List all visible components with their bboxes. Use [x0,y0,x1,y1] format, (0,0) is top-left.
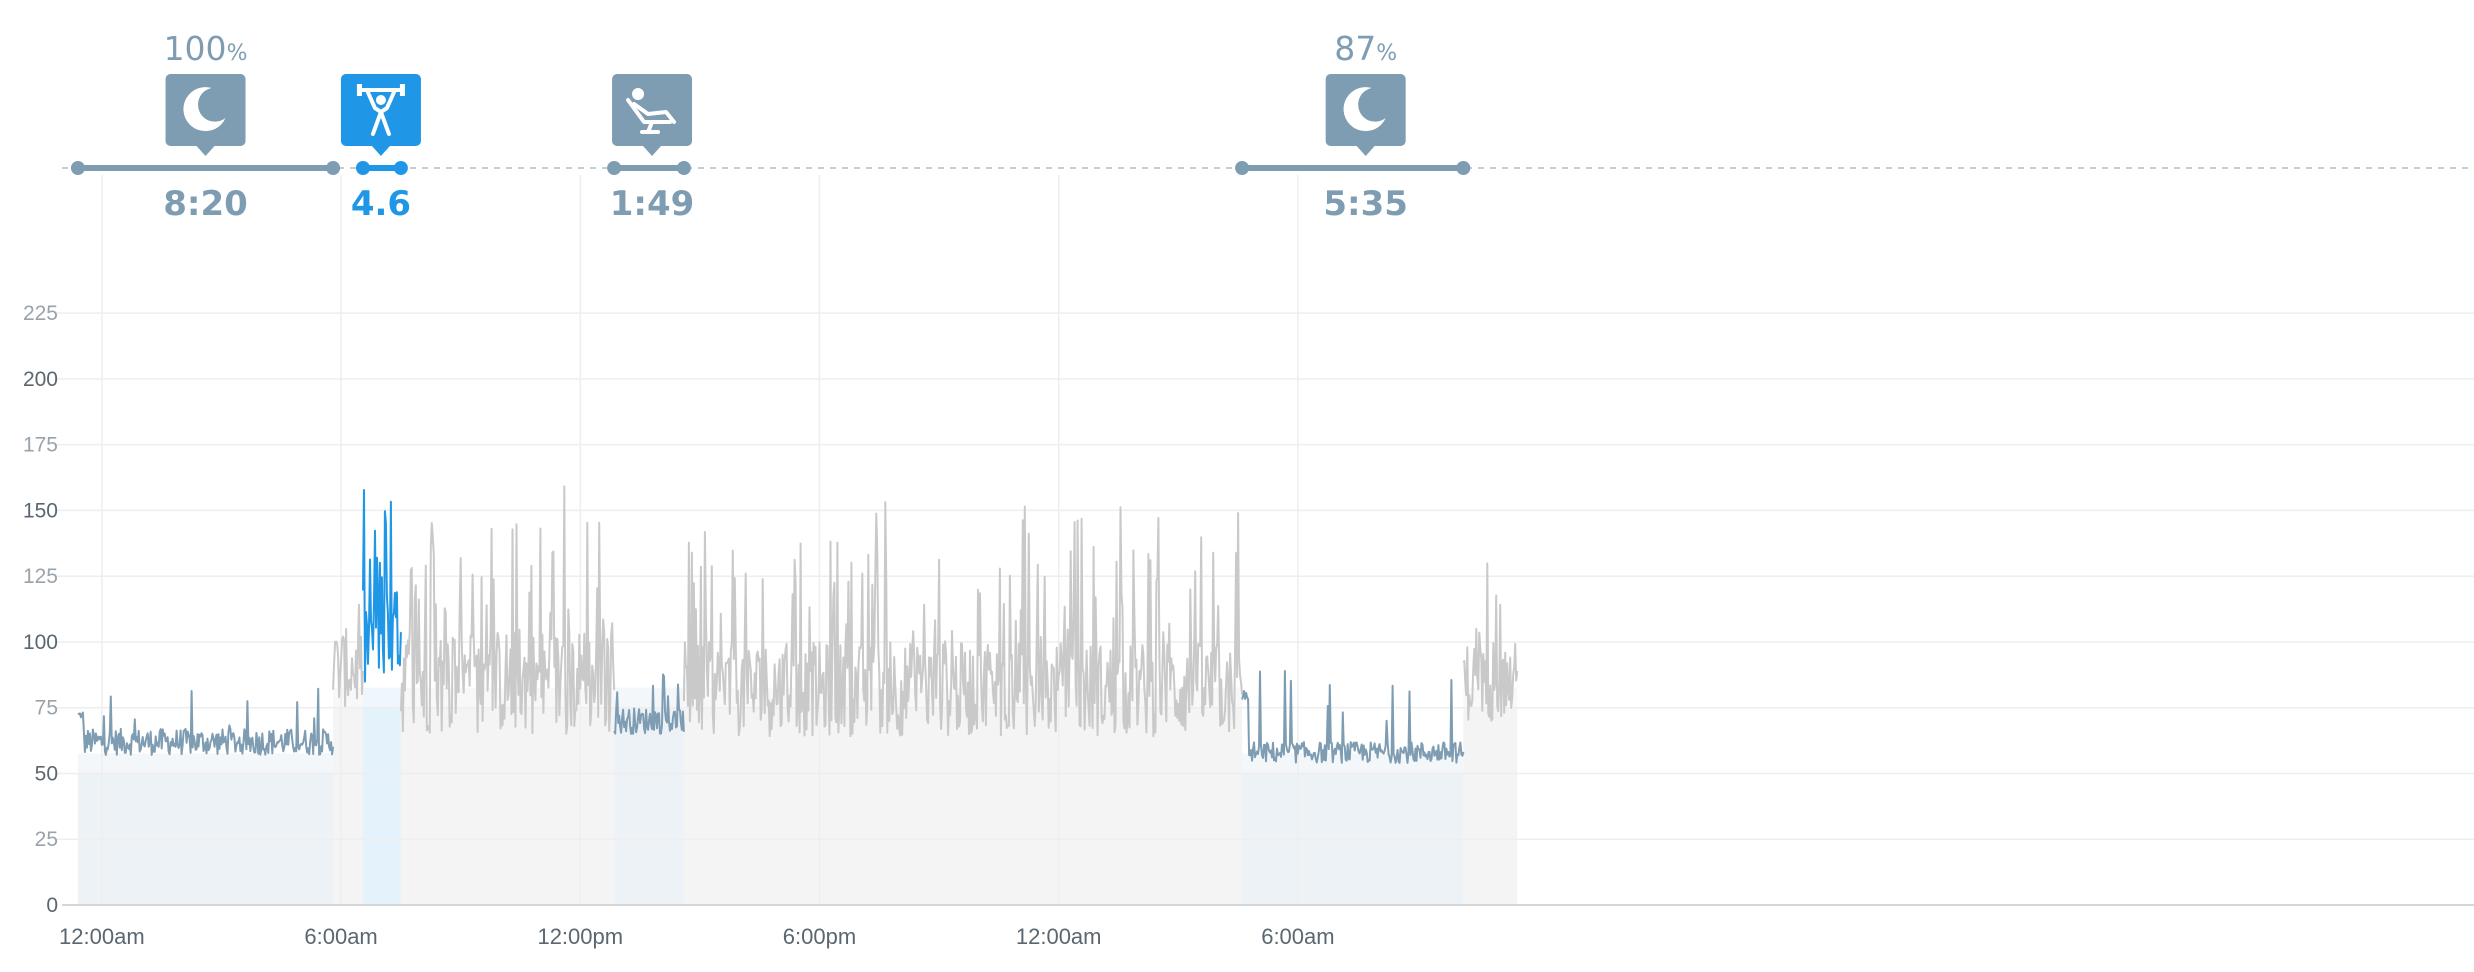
activity-badge-pointer [643,146,662,156]
activity-percent: 100% [164,29,248,68]
y-tick-label: 50 [35,762,58,785]
heart-rate-line-neutral [1462,562,1519,722]
heart-rate-line-sleep [77,687,335,756]
y-tick-label: 25 [35,828,58,851]
zone-fill-soft-rest [614,687,684,708]
y-tick-label: 75 [35,697,58,720]
activity-sleep[interactable]: 5:35 87% [1235,29,1471,224]
zone-fill-rest [614,707,684,905]
activity-start-dot [607,161,622,175]
activity-rest[interactable]: 1:49 [607,74,694,224]
x-tick-label: 6:00am [304,924,377,949]
zone-fill-exercise [363,707,401,905]
zone-fill-neutral [400,707,615,905]
axes: 0 25 50 75 100 125 150 175 200 225 12:00am 6:00am 12… [23,302,2474,949]
x-tick-label: 12:00am [1016,924,1102,949]
heart-rate-line-exercise [362,489,402,683]
x-tick-label: 12:00pm [537,924,623,949]
activity-end-dot [1456,161,1471,175]
activity-badge[interactable] [1325,74,1406,146]
activity-badge[interactable] [612,74,693,146]
heart-rate-line-neutral [399,485,616,735]
activity-end-dot [326,161,341,175]
activity-start-dot [70,161,85,175]
x-tick-label: 6:00am [1261,924,1334,949]
zone-fill-neutral [683,707,1243,905]
heart-rate-line-rest [613,673,685,735]
x-tick-label: 12:00am [59,924,145,949]
activity-value: 4.6 [351,184,411,224]
activity-value: 1:49 [610,184,695,224]
y-tick-label: 100 [23,631,58,654]
activity-exercise[interactable]: 4.6 [340,74,421,224]
gridlines [55,175,2474,905]
moon-icon [1343,87,1386,132]
activity-percent: 87% [1334,29,1397,68]
y-tick-label: 150 [23,499,58,522]
zone-fill-neutral [333,707,364,905]
activity-timeline: 8:20 100% 4.6 1:49 5:35 87% [62,29,2474,224]
exercise-icon [356,84,405,136]
moon-icon [183,87,226,132]
zone-fill-neutral [1463,707,1518,905]
activity-value: 5:35 [1323,184,1408,224]
activity-end-dot [393,161,408,175]
activity-badge-pointer [1356,146,1375,156]
y-tick-label: 175 [23,434,58,457]
zone-fill-soft-exercise [363,687,401,708]
activity-end-dot [676,161,691,175]
activity-badge-pointer [371,146,390,156]
activity-start-dot [1235,161,1250,175]
recline-icon [626,88,677,134]
y-tick-label: 200 [23,368,58,391]
series-lines [77,485,1519,764]
activity-start-dot [356,161,371,175]
y-tick-label: 125 [23,565,58,588]
activity-badge-pointer [196,146,215,156]
activity-badge[interactable] [165,74,246,146]
x-tick-label: 6:00pm [783,924,856,949]
heart-rate-line-neutral [332,603,364,708]
heart-rate-line-sleep [1241,670,1465,764]
heart-rate-line-neutral [682,501,1244,738]
activity-sleep[interactable]: 8:20 100% [70,29,341,224]
activity-value: 8:20 [163,184,248,224]
y-tick-label: 225 [23,302,58,325]
y-tick-label: 0 [46,894,58,917]
zone-fill-soft-sleep [77,753,334,774]
